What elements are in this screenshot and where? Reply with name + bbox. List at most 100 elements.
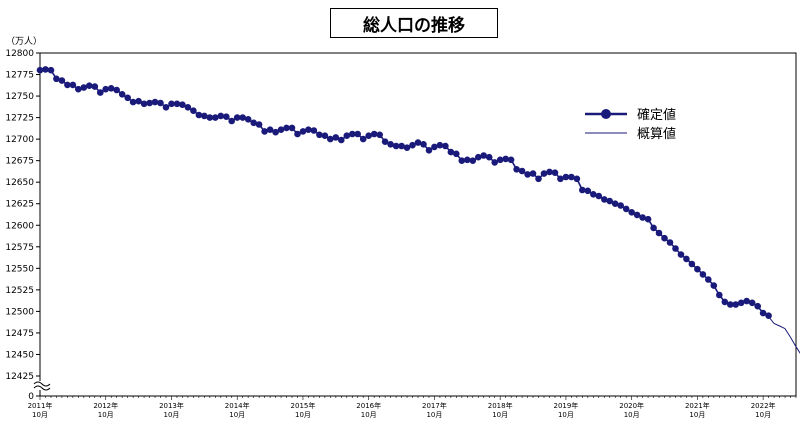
data-point <box>496 156 504 164</box>
x-tick-month: 10月 <box>98 411 114 419</box>
data-point <box>716 291 723 299</box>
data-point <box>661 234 668 242</box>
data-point <box>305 126 312 133</box>
data-point <box>250 119 257 127</box>
data-point <box>58 77 66 84</box>
data-point <box>359 135 367 143</box>
x-tick-year: 2013年 <box>159 401 184 410</box>
series-line-confirmed <box>39 68 769 317</box>
y-tick-label: 12550 <box>5 264 34 274</box>
data-point <box>75 85 82 93</box>
y-tick-label: 12775 <box>5 71 34 81</box>
data-point <box>694 265 701 273</box>
data-point <box>529 170 537 177</box>
data-point <box>568 173 575 181</box>
data-point <box>672 245 679 252</box>
data-point <box>573 175 581 183</box>
data-point <box>113 86 120 94</box>
data-point <box>732 301 739 308</box>
data-point <box>447 148 455 156</box>
y-tick-label: 12800 <box>5 49 34 59</box>
axis-break-mark <box>33 385 51 391</box>
data-point <box>233 114 241 121</box>
data-point <box>414 139 422 146</box>
data-point <box>551 169 559 176</box>
data-point <box>217 112 225 120</box>
y-tick-label: 12675 <box>5 157 34 167</box>
axis-break-gap <box>34 381 52 390</box>
data-point <box>507 156 515 164</box>
x-tick-month: 10月 <box>492 411 508 419</box>
data-point <box>480 152 488 159</box>
data-point <box>168 100 175 108</box>
data-point <box>705 276 712 283</box>
data-point <box>91 83 99 90</box>
data-point <box>727 301 734 308</box>
x-tick-year: 2015年 <box>291 401 316 410</box>
data-point <box>721 298 729 306</box>
x-tick-year: 2012年 <box>93 401 118 410</box>
y-tick-label: 12500 <box>5 307 34 317</box>
data-point <box>316 131 323 139</box>
x-tick-year: 2016年 <box>356 401 381 410</box>
data-point <box>655 229 663 237</box>
data-point <box>272 128 279 136</box>
x-tick-month: 10月 <box>229 411 245 419</box>
x-tick-year: 2011年 <box>28 401 53 410</box>
data-point <box>485 153 493 161</box>
data-point <box>228 117 235 125</box>
data-point <box>557 175 564 183</box>
data-point <box>135 97 142 105</box>
data-point <box>118 91 126 98</box>
data-point <box>387 141 394 148</box>
data-point <box>442 142 449 150</box>
data-point <box>343 132 351 139</box>
data-point <box>469 157 477 164</box>
y-tick-label: 12525 <box>5 286 34 296</box>
data-point <box>36 66 44 74</box>
data-point <box>590 191 597 198</box>
data-point <box>151 98 159 106</box>
data-point <box>540 170 548 177</box>
x-tick-year: 2014年 <box>225 401 250 410</box>
data-point <box>321 132 329 139</box>
data-point <box>146 99 153 107</box>
data-point <box>365 132 373 139</box>
data-point <box>255 121 263 128</box>
data-point <box>458 157 466 164</box>
data-point <box>206 114 214 121</box>
data-point <box>546 168 553 176</box>
data-point <box>162 104 170 111</box>
y-tick-label: 12450 <box>5 350 34 360</box>
data-point <box>518 167 526 175</box>
data-point <box>491 159 499 166</box>
y-tick-label: 12475 <box>5 329 34 339</box>
data-point <box>759 309 767 317</box>
data-point <box>349 130 356 138</box>
data-point <box>464 156 471 164</box>
data-point <box>513 166 520 173</box>
data-point <box>584 187 592 195</box>
x-tick-year: 2020年 <box>619 401 644 410</box>
x-tick-year: 2022年 <box>751 401 776 410</box>
data-point <box>223 113 230 120</box>
y-tick-label: 12425 <box>5 372 34 382</box>
y-tick-label: 12725 <box>5 114 34 124</box>
data-point <box>436 141 444 149</box>
data-point <box>644 215 652 223</box>
data-point <box>633 211 641 219</box>
data-point <box>639 214 646 221</box>
x-tick-month: 10月 <box>558 411 574 419</box>
data-point <box>261 128 268 135</box>
data-point <box>611 200 619 207</box>
data-point <box>140 100 148 108</box>
data-point <box>42 66 49 73</box>
data-point <box>179 101 186 108</box>
data-point <box>650 224 657 232</box>
data-point <box>310 127 318 134</box>
data-point <box>562 173 570 181</box>
data-point <box>184 104 192 111</box>
legend-label-confirmed: 確定値 <box>637 107 676 123</box>
data-point <box>398 142 405 150</box>
